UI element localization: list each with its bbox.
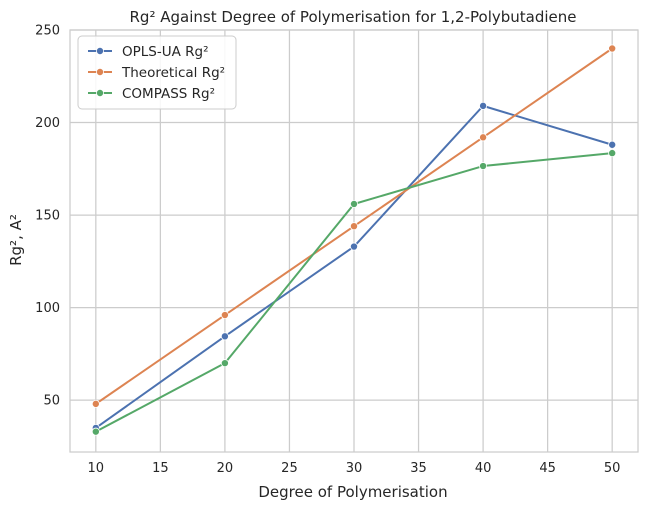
x-tick-label: 45 [539, 461, 556, 476]
data-point [608, 140, 617, 149]
data-point [479, 162, 488, 171]
series-2 [91, 44, 617, 408]
legend-marker [96, 68, 105, 77]
data-point [349, 199, 358, 208]
legend: OPLS-UA Rg² Theoretical Rg² COMPASS Rg² [77, 35, 237, 110]
x-tick-label: 25 [281, 461, 298, 476]
x-tick-label: 35 [410, 461, 427, 476]
data-point [479, 101, 488, 110]
y-tick-label: 200 [35, 116, 60, 131]
legend-item: OPLS-UA Rg² [88, 44, 209, 60]
legend-item: Theoretical Rg² [88, 65, 225, 81]
series-layer [91, 44, 617, 436]
data-point [349, 242, 358, 251]
plot-frame [69, 29, 639, 453]
y-axis-label: Rg², A² [7, 214, 25, 266]
series-3 [91, 149, 617, 436]
y-tick-label: 150 [35, 209, 60, 224]
x-tick-label: 20 [217, 461, 234, 476]
legend-box [77, 35, 237, 110]
legend-label: Theoretical Rg² [121, 65, 225, 81]
data-point [91, 427, 100, 436]
x-tick-label: 10 [88, 461, 105, 476]
legend-marker [96, 47, 105, 56]
x-tick-label: 50 [604, 461, 621, 476]
data-point [220, 311, 229, 320]
y-axis-ticks: 50 100 150 200 250 [35, 24, 60, 409]
data-point [220, 359, 229, 368]
y-tick-label: 250 [35, 24, 60, 39]
x-axis-label: Degree of Polymerisation [258, 483, 447, 501]
data-point [220, 332, 229, 341]
legend-label: OPLS-UA Rg² [122, 44, 209, 60]
data-point [608, 44, 617, 53]
data-point [91, 399, 100, 408]
legend-marker [96, 89, 105, 98]
legend-item: COMPASS Rg² [88, 86, 215, 102]
x-axis-ticks: 10 15 20 25 30 35 40 45 50 [88, 461, 621, 476]
legend-label: COMPASS Rg² [122, 86, 215, 102]
x-tick-label: 30 [346, 461, 363, 476]
chart-title: Rg² Against Degree of Polymerisation for… [130, 8, 577, 26]
y-tick-label: 50 [43, 394, 60, 409]
y-tick-label: 100 [35, 301, 60, 316]
data-point [479, 133, 488, 142]
x-tick-label: 15 [152, 461, 169, 476]
data-point [349, 222, 358, 231]
data-point [608, 149, 617, 158]
x-tick-label: 40 [475, 461, 492, 476]
